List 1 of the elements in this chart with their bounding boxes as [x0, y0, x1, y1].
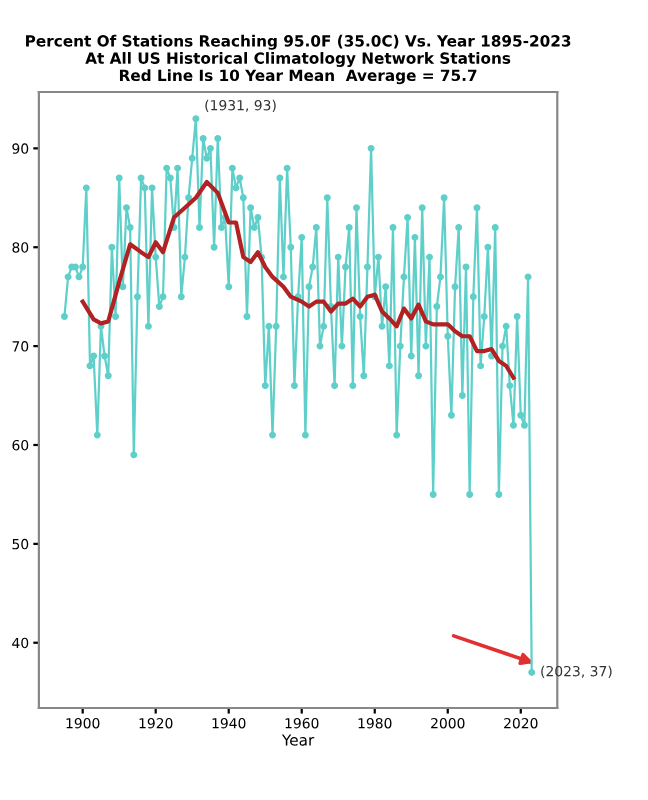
line-series: [80, 179, 516, 380]
